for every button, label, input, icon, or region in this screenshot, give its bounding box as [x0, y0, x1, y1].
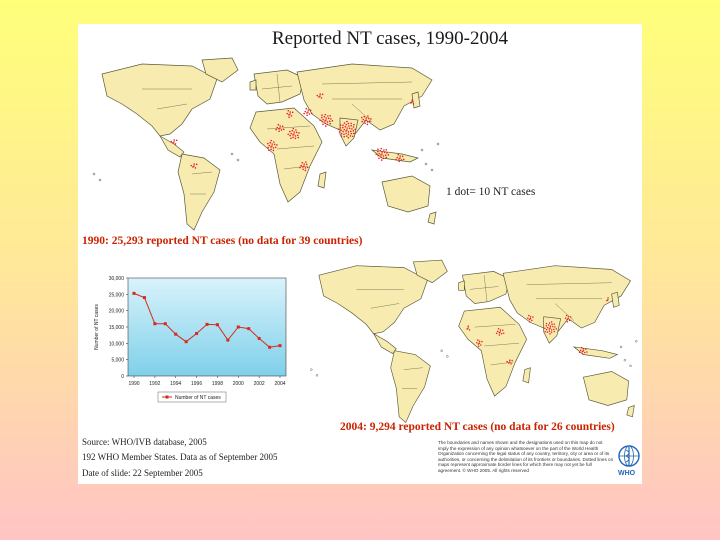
australia: [381, 175, 431, 213]
asia: [296, 63, 433, 139]
data-point: [257, 336, 261, 340]
north-america: [318, 265, 428, 335]
south-america: [177, 153, 221, 231]
data-point: [163, 322, 167, 326]
plot-area: [127, 277, 287, 377]
slide: Reported NT cases, 1990-2004 1 dot= 10 N…: [78, 24, 642, 484]
indonesia: [370, 149, 420, 163]
new-zealand: [427, 211, 437, 225]
uk: [249, 79, 257, 91]
who-logo-text: WHO: [618, 470, 636, 477]
who-logo-icon: [618, 445, 640, 467]
footer-source: Source: WHO/IVB database, 2005: [82, 437, 207, 447]
central-america: [372, 332, 397, 354]
dot-scale-note: 1 dot= 10 NT cases: [446, 186, 536, 198]
country-borders: [356, 275, 612, 389]
australia: [582, 371, 630, 406]
y-tick-label: 30,000: [109, 276, 125, 282]
y-tick-label: 5,000: [111, 358, 124, 364]
data-point: [205, 322, 209, 326]
world-map-2004: [300, 256, 640, 436]
data-point: [153, 322, 157, 326]
map-disclaimer: The boundaries and names shown and the d…: [438, 440, 614, 473]
legend-box: [157, 391, 227, 403]
y-tick-label: 25,000: [109, 292, 125, 298]
slide-title: Reported NT cases, 1990-2004: [271, 28, 509, 49]
map-1990-caption: 1990: 25,293 reported NT cases (no data …: [82, 235, 363, 247]
nt-cases-chart: 0 5,000 10,000 15,000 20,000 25,000 30,000 Numb…: [86, 272, 296, 422]
y-tick-label: 0: [121, 374, 124, 380]
data-point: [236, 325, 240, 329]
data-point: [247, 327, 251, 331]
central-america: [159, 135, 185, 158]
asia: [502, 265, 632, 337]
africa: [458, 306, 528, 397]
north-america: [101, 63, 218, 137]
japan: [611, 291, 620, 308]
uk: [458, 280, 465, 291]
pacific-islands: [92, 142, 440, 182]
footer-date: Date of slide: 22 September 2005: [82, 468, 203, 478]
data-point: [142, 296, 146, 300]
world-map-1990: [82, 54, 442, 244]
greenland: [201, 57, 239, 83]
pacific-islands: [310, 340, 638, 377]
data-point: [215, 323, 219, 327]
europe: [253, 69, 305, 105]
data-point: [226, 338, 230, 342]
indonesia: [572, 346, 619, 359]
x-tick-label: 2004: [274, 381, 285, 387]
x-tick-label: 1990: [128, 381, 139, 387]
greenland: [412, 259, 448, 284]
x-tick-label: 2002: [254, 381, 265, 387]
map-2004-caption: 2004: 9,294 reported NT cases (no data f…: [340, 421, 615, 433]
south-america: [390, 350, 431, 424]
y-tick-label: 20,000: [109, 309, 125, 315]
nt-case-dots: [466, 297, 609, 365]
data-point: [184, 340, 188, 344]
europe: [462, 271, 511, 304]
y-tick-label: 15,000: [109, 325, 125, 331]
data-point: [278, 344, 282, 348]
madagascar: [522, 367, 531, 384]
x-tick-label: 1998: [212, 381, 223, 387]
new-zealand: [626, 405, 635, 418]
x-tick-label: 1994: [170, 381, 181, 387]
legend-label: Number of NT cases: [175, 395, 221, 401]
x-tick-label: 1996: [191, 381, 202, 387]
nt-case-dots: [170, 93, 415, 172]
x-tick-label: 1992: [149, 381, 160, 387]
x-tick-label: 2000: [233, 381, 244, 387]
data-point: [268, 345, 272, 349]
footer-members: 192 WHO Member States. Data as of Septem…: [82, 452, 278, 462]
y-axis-label: Number of NT cases: [94, 304, 100, 350]
data-point: [195, 332, 199, 336]
data-point: [174, 332, 178, 336]
madagascar: [317, 171, 327, 189]
y-tick-label: 10,000: [109, 341, 125, 347]
data-point: [132, 291, 136, 295]
africa: [249, 107, 323, 203]
